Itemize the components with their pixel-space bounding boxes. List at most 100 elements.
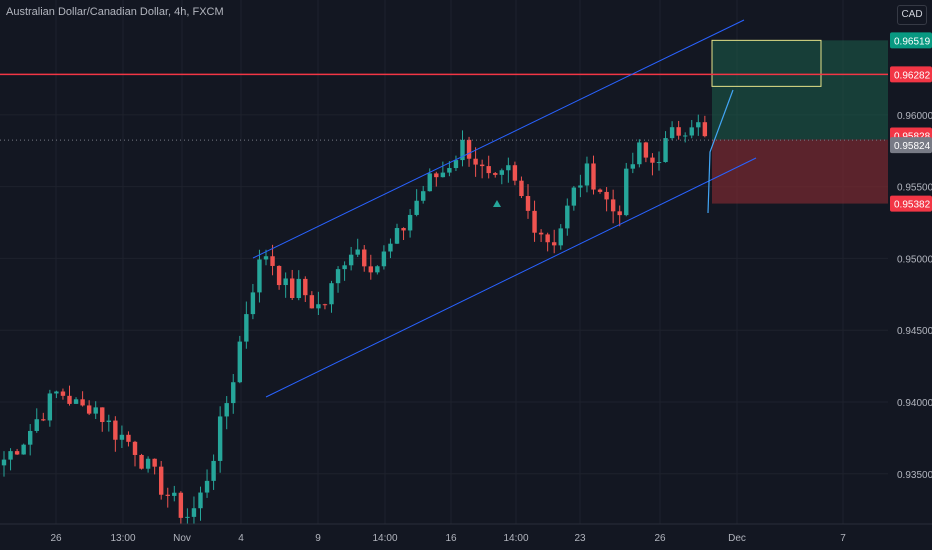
time-tick-label: 14:00	[372, 533, 397, 544]
projection-arrow[interactable]	[707, 89, 734, 214]
price-label-text: 0.95828	[894, 132, 931, 143]
candle-body	[47, 393, 53, 421]
candle-body	[558, 228, 563, 246]
stop-zone[interactable]	[712, 139, 888, 204]
candle-body	[198, 492, 203, 509]
candle-body	[322, 304, 328, 306]
candle-body	[126, 434, 131, 442]
candle-body	[565, 205, 570, 229]
candle-body	[185, 516, 190, 518]
time-tick-label: 4	[238, 533, 244, 544]
price-label-text: 0.96519	[894, 36, 931, 47]
candle-body	[34, 419, 39, 431]
candle-body	[669, 127, 675, 139]
candle-body	[525, 196, 531, 211]
currency-button[interactable]: CAD	[897, 5, 927, 25]
candle-body	[388, 243, 393, 252]
time-tick-label: 16	[445, 533, 457, 544]
price-axis-background	[888, 0, 932, 550]
time-tick-label: Nov	[173, 533, 191, 544]
candle-body	[159, 466, 164, 495]
target-box[interactable]	[711, 39, 822, 87]
candle-body	[80, 399, 85, 406]
candle-body	[407, 214, 413, 231]
candle-body	[276, 265, 282, 286]
time-tick-label: 23	[574, 533, 586, 544]
candle-body	[270, 256, 275, 266]
candle-body	[172, 492, 177, 496]
candle-body	[211, 460, 216, 481]
candle-body	[316, 304, 321, 309]
candle-body	[355, 249, 360, 255]
candle-body	[617, 211, 622, 216]
candle-body	[486, 166, 491, 174]
candle-body	[683, 135, 688, 137]
candle-body	[309, 295, 315, 309]
price-label-text: 0.96282	[894, 70, 931, 81]
candle-body	[21, 444, 26, 455]
candle-body	[329, 283, 334, 305]
candle-body	[499, 170, 504, 175]
candle-body	[237, 341, 242, 383]
candle-body	[250, 292, 256, 315]
candle-body	[401, 228, 406, 231]
time-axis[interactable]: 26 13:00 Nov 4 9 14:00 16 14:00 23 26 Dec 7	[0, 523, 932, 550]
position-zones[interactable]	[711, 39, 888, 204]
target-zone[interactable]	[712, 40, 888, 140]
time-tick-label: 14:00	[503, 533, 528, 544]
candle-body	[119, 434, 125, 440]
candle-body	[656, 162, 662, 164]
candle-body	[303, 278, 308, 296]
candle-body	[100, 407, 105, 423]
candle-body	[630, 164, 635, 169]
candle-body	[519, 180, 524, 197]
candle-body	[67, 395, 72, 404]
candle-body	[381, 251, 387, 267]
price-label-text: 0.95824	[894, 141, 931, 152]
channel-upper-line[interactable]	[252, 19, 745, 259]
candle-body	[93, 407, 98, 414]
candle-body	[689, 127, 694, 136]
time-tick-label: Dec	[728, 533, 746, 544]
candles-layer	[1, 114, 708, 530]
price-label-badge	[890, 137, 932, 154]
price-label-badge	[890, 32, 932, 49]
candle-body	[1, 459, 7, 466]
candle-body	[41, 419, 46, 421]
price-tick-label: 0.95500	[897, 183, 932, 194]
candle-body	[597, 189, 603, 192]
price-label-badge	[890, 66, 932, 83]
candle-body	[335, 269, 341, 284]
candle-body	[263, 256, 269, 260]
arrow-up-icon	[493, 200, 501, 207]
candle-body	[54, 391, 59, 394]
candle-body	[466, 139, 472, 159]
candle-body	[637, 142, 642, 165]
price-tick-label: 0.94500	[897, 326, 932, 337]
candle-body	[421, 191, 426, 201]
candle-body	[257, 259, 262, 293]
candle-body	[8, 451, 13, 460]
candle-body	[28, 430, 33, 445]
candle-body	[375, 266, 380, 273]
time-tick-label: 26	[50, 533, 62, 544]
price-label-text: 0.95382	[894, 200, 931, 211]
candle-body	[702, 122, 708, 137]
candle-body	[204, 480, 210, 493]
candle-body	[394, 228, 400, 244]
channel-lower-line[interactable]	[265, 157, 757, 398]
candle-body	[414, 200, 419, 215]
price-axis[interactable]: 0.96000 0.95500 0.95000 0.94500 0.94000 0.935…	[888, 0, 932, 550]
candle-body	[362, 249, 367, 267]
candle-body	[283, 278, 288, 286]
candle-body	[165, 494, 170, 496]
channel-drawings[interactable]	[0, 19, 888, 398]
price-tick-label: 0.94000	[897, 398, 932, 409]
candle-body	[427, 173, 432, 192]
price-label-badge	[890, 195, 932, 212]
candle-body	[434, 173, 439, 178]
candle-body	[447, 168, 452, 173]
candle-body	[460, 139, 465, 161]
candle-body	[152, 458, 157, 467]
